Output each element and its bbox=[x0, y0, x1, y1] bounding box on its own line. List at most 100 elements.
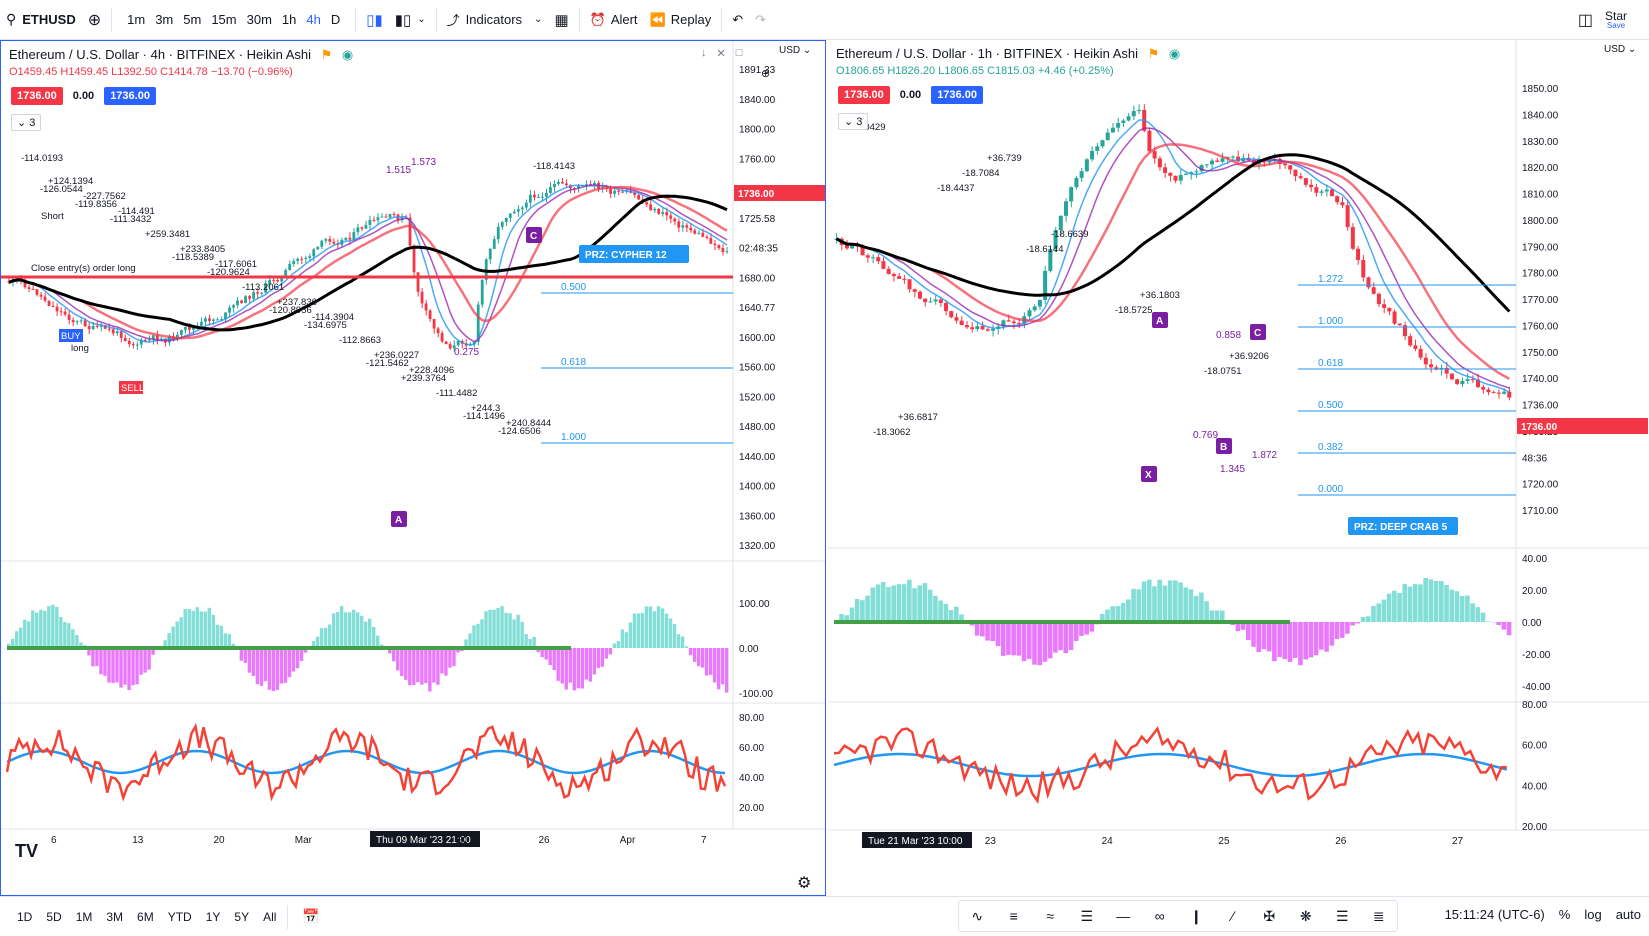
maximize-icon[interactable]: □ bbox=[735, 47, 743, 59]
range-1d[interactable]: 1D bbox=[17, 909, 33, 924]
osc-bar bbox=[167, 633, 171, 648]
range-5y[interactable]: 5Y bbox=[234, 909, 250, 924]
timeframe-1h[interactable]: 1h bbox=[281, 12, 297, 27]
chart-type-button[interactable]: ▯▮ bbox=[360, 0, 389, 40]
sell-price-button[interactable]: 1736.00 bbox=[11, 87, 63, 105]
osc-bar bbox=[648, 606, 653, 648]
gann-icon[interactable]: ≣ bbox=[1372, 907, 1385, 924]
osc-bar bbox=[901, 584, 907, 622]
save-button[interactable]: Star Save bbox=[1599, 0, 1649, 40]
timeframe-3m[interactable]: 3m bbox=[155, 12, 174, 27]
trend-angle-icon[interactable]: ∞ bbox=[1154, 908, 1165, 924]
log-toggle[interactable]: log bbox=[1584, 907, 1602, 922]
currency-selector[interactable]: USD ⌄ bbox=[1604, 44, 1636, 55]
osc-bar bbox=[468, 633, 472, 648]
osc-bar bbox=[849, 607, 855, 622]
sell-price-button[interactable]: 1736.00 bbox=[838, 86, 890, 104]
abcd-tool-icon[interactable]: ≈ bbox=[1046, 908, 1055, 924]
auto-toggle[interactable]: auto bbox=[1615, 907, 1641, 922]
status-dot-icon: ◉ bbox=[341, 47, 354, 62]
percent-toggle[interactable]: % bbox=[1558, 907, 1571, 922]
range-1y[interactable]: 1Y bbox=[205, 909, 221, 924]
currency-selector[interactable]: USD ⌄ bbox=[779, 45, 811, 56]
osc-bar bbox=[1313, 622, 1319, 656]
timeframe-15m[interactable]: 15m bbox=[211, 12, 237, 27]
range-1m[interactable]: 1M bbox=[75, 909, 93, 924]
chart-panel-4h[interactable]: 1891.33 1840.00 1800.00 1760.00 1736.00 1725.… bbox=[0, 40, 826, 896]
osc-bar bbox=[544, 648, 548, 660]
fib-level-label: 1.000 bbox=[561, 432, 586, 443]
vertical-lines-icon[interactable]: ❙ bbox=[1190, 907, 1203, 924]
ma-line-black bbox=[835, 153, 1511, 313]
date-range-icon[interactable]: 📅 bbox=[302, 908, 320, 924]
undo-button[interactable]: ↶ bbox=[726, 0, 749, 40]
range-ytd[interactable]: YTD bbox=[167, 909, 192, 924]
buy-price-button[interactable]: 1736.00 bbox=[931, 86, 983, 104]
pattern-point-marker bbox=[1250, 324, 1266, 340]
alarm-clock-icon: ⏰ bbox=[589, 11, 606, 27]
rsi-axis-label: 40.00 bbox=[739, 773, 764, 784]
fib-channel-icon[interactable]: ☰ bbox=[1335, 907, 1349, 924]
pattern-tool-icon[interactable]: ∿ bbox=[971, 907, 984, 924]
gear-icon[interactable]: ⚙ bbox=[797, 875, 812, 892]
osc-bar bbox=[1152, 586, 1157, 622]
indicators-toggle[interactable]: ⌄ 3 bbox=[838, 113, 869, 130]
replay-button[interactable]: ⏪ Replay bbox=[644, 0, 718, 40]
alert-button[interactable]: ⏰ Alert bbox=[584, 0, 644, 40]
osc-bar bbox=[907, 579, 912, 622]
trade-annotation: +124.1394 bbox=[48, 176, 93, 187]
timeframe-5m[interactable]: 5m bbox=[183, 12, 202, 27]
parallel-lines-icon[interactable]: ≡ bbox=[1009, 908, 1018, 924]
layouts-button[interactable]: ▦ bbox=[548, 0, 574, 40]
osc-axis-label: 0.00 bbox=[739, 644, 759, 655]
horizontal-line-icon[interactable]: — bbox=[1116, 908, 1131, 924]
clock[interactable]: 15:11:24 (UTC-6) bbox=[1444, 907, 1545, 922]
divider bbox=[287, 904, 289, 929]
timeframe-d[interactable]: D bbox=[330, 12, 341, 27]
osc-bar bbox=[183, 609, 187, 648]
range-3m[interactable]: 3M bbox=[106, 909, 124, 924]
xabcd-tool-icon[interactable]: ✠ bbox=[1263, 907, 1276, 924]
candle-body bbox=[1475, 379, 1481, 388]
timeframe-4h[interactable]: 4h bbox=[306, 12, 321, 27]
osc-bar bbox=[660, 608, 665, 648]
fib-tool-icon[interactable]: ☰ bbox=[1080, 907, 1094, 924]
osc-bar bbox=[1219, 610, 1225, 622]
chart-canvas-1h[interactable]: 1850.00 1840.00 1830.00 1820.00 1810.00 1800.… bbox=[828, 40, 1649, 896]
candle-body bbox=[907, 279, 912, 290]
candle-body bbox=[300, 258, 304, 260]
compare-button[interactable]: ⊕ bbox=[82, 0, 107, 40]
candle-body bbox=[850, 245, 855, 249]
buy-price-button[interactable]: 1736.00 bbox=[104, 87, 156, 105]
osc-bar bbox=[480, 619, 484, 648]
range-6m[interactable]: 6M bbox=[137, 909, 154, 924]
add-pane-icon[interactable]: ⊕ bbox=[761, 68, 771, 80]
chart-canvas-4h[interactable]: 1891.33 1840.00 1800.00 1760.00 1736.00 1725.… bbox=[1, 41, 826, 896]
timeframe-1m[interactable]: 1m bbox=[127, 12, 146, 27]
osc-axis-label: -40.00 bbox=[1522, 682, 1551, 693]
osc-bar bbox=[596, 648, 601, 668]
layout-toggle-button[interactable]: ◫ bbox=[1572, 0, 1599, 40]
osc-bar bbox=[147, 648, 151, 670]
symbol-search[interactable]: ⚲ ETHUSD bbox=[0, 0, 82, 40]
osc-bar bbox=[580, 648, 584, 689]
arrow-down-icon[interactable]: ↓ bbox=[701, 47, 707, 59]
candle-body bbox=[990, 328, 995, 331]
range-all[interactable]: All bbox=[263, 909, 277, 924]
candle-body bbox=[1335, 196, 1340, 203]
rsi-axis-label: 60.00 bbox=[1522, 741, 1547, 752]
osc-bar bbox=[107, 648, 111, 683]
trend-line-icon[interactable]: ∕ bbox=[1231, 908, 1234, 924]
timeframe-30m[interactable]: 30m bbox=[246, 12, 272, 27]
spiral-icon[interactable]: ❋ bbox=[1299, 907, 1312, 924]
range-5d[interactable]: 5D bbox=[46, 909, 62, 924]
close-icon[interactable]: ✕ bbox=[716, 48, 726, 60]
indicators-button[interactable]: ⤴ Indicators ⌄ bbox=[441, 0, 549, 40]
indicators-toggle[interactable]: ⌄ 3 bbox=[11, 114, 42, 131]
redo-button[interactable]: ↷ bbox=[749, 0, 772, 40]
price-axis-label: 1830.00 bbox=[1522, 137, 1559, 148]
chart-panel-1h[interactable]: 1850.00 1840.00 1830.00 1820.00 1810.00 1800.… bbox=[828, 40, 1649, 896]
candle-body bbox=[673, 218, 677, 222]
osc-bar bbox=[1365, 616, 1371, 622]
candles-button[interactable]: ▮▯ ⌄ bbox=[389, 0, 432, 40]
